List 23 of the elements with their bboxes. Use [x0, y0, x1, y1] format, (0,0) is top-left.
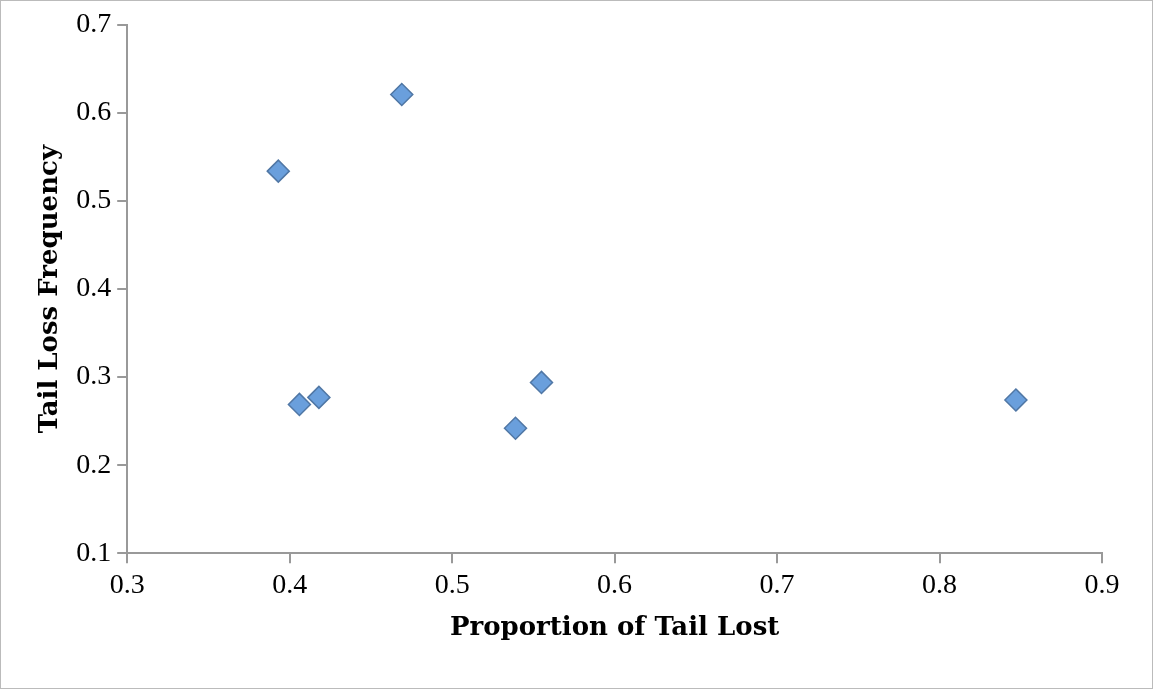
y-tick-label: 0.3	[76, 359, 112, 391]
point	[1004, 388, 1028, 412]
x-tick-label: 0.4	[272, 568, 308, 600]
point	[529, 370, 554, 395]
x-tick-label: 0.7	[759, 568, 795, 600]
point	[503, 416, 528, 440]
point	[390, 82, 414, 107]
y-tick-label: 0.6	[76, 95, 112, 127]
x-tick-label: 0.8	[922, 568, 958, 600]
y-tick-label: 0.2	[76, 447, 112, 479]
y-tick-label: 0.1	[76, 535, 112, 567]
y-axis-title: Tail Loss Frequency	[33, 144, 64, 434]
x-tick-label: 0.3	[109, 568, 145, 600]
point	[307, 385, 331, 410]
y-tick-label: 0.5	[76, 183, 112, 215]
y-tick-label: 0.4	[76, 271, 112, 303]
x-tick-label: 0.5	[434, 568, 470, 600]
x-axis-title: Proportion of Tail Lost	[449, 611, 780, 642]
x-tick-label: 0.6	[597, 568, 633, 600]
y-tick-label: 0.7	[76, 7, 112, 39]
x-tick-label: 0.9	[1084, 568, 1120, 600]
point	[266, 159, 291, 183]
point	[287, 392, 312, 417]
